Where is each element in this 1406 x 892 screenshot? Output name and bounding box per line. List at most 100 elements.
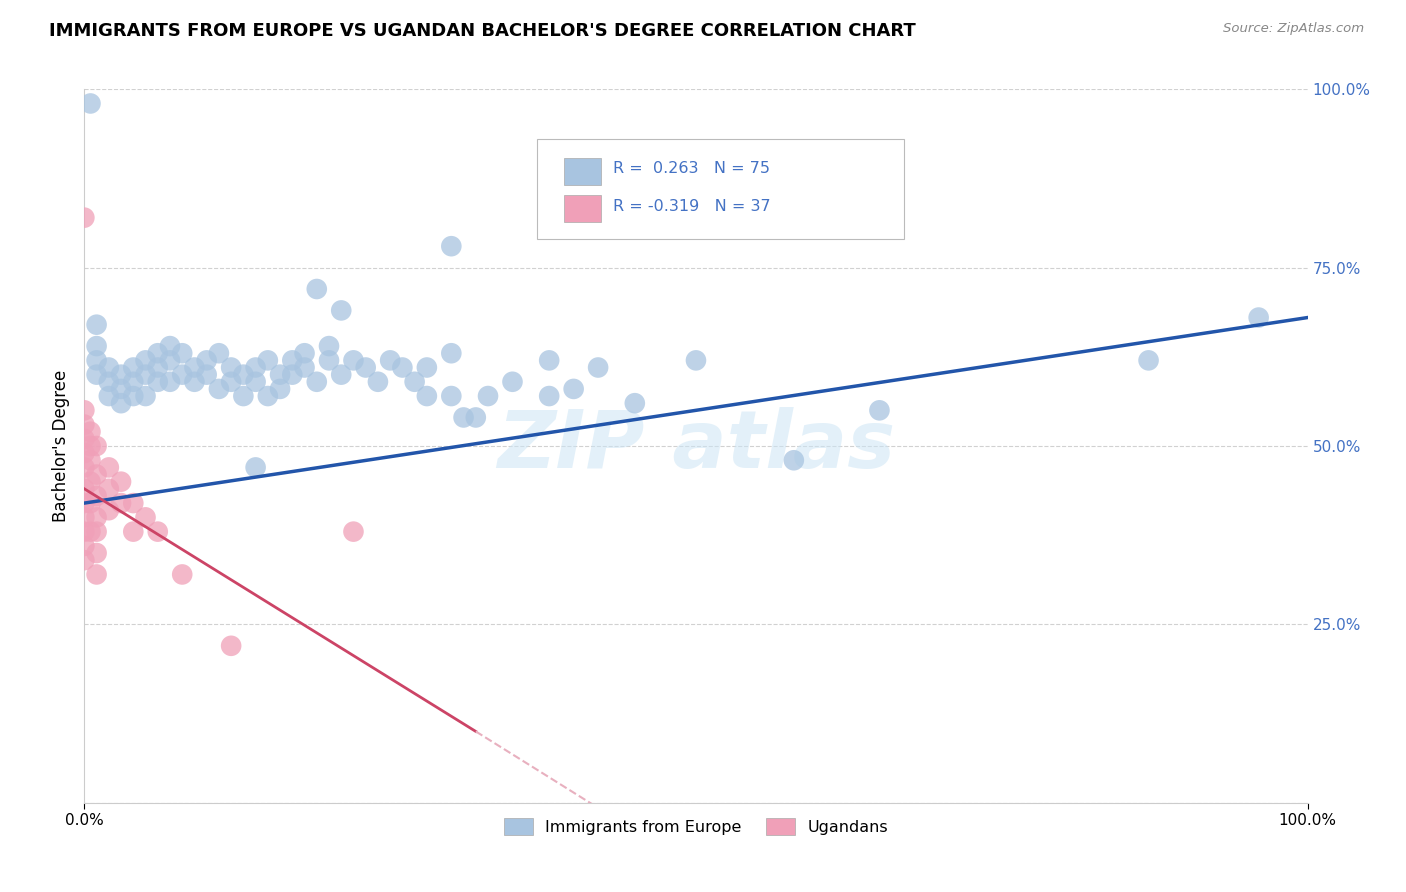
Point [73, 510, 96, 524]
Point [257, 353, 280, 368]
Point [183, 360, 205, 375]
Point [86, 489, 108, 503]
Point [318, 339, 340, 353]
Point [208, 346, 231, 360]
Point [79, 425, 101, 439]
Point [86, 353, 108, 368]
Point [232, 389, 254, 403]
Point [416, 389, 439, 403]
Point [453, 410, 475, 425]
Point [122, 524, 145, 539]
Point [79, 475, 101, 489]
Point [172, 368, 194, 382]
Point [281, 353, 304, 368]
Point [245, 360, 267, 375]
Text: IMMIGRANTS FROM EUROPE VS UGANDAN BACHELOR'S DEGREE CORRELATION CHART: IMMIGRANTS FROM EUROPE VS UGANDAN BACHEL… [49, 22, 915, 40]
Point [1247, 310, 1270, 325]
Y-axis label: Bachelor's Degree: Bachelor's Degree [52, 370, 70, 522]
Point [502, 375, 524, 389]
Point [73, 553, 96, 567]
Point [79, 496, 101, 510]
Point [562, 382, 585, 396]
Point [477, 389, 499, 403]
Point [232, 368, 254, 382]
Point [79, 524, 101, 539]
Point [183, 375, 205, 389]
Point [86, 318, 108, 332]
Point [73, 211, 96, 225]
Point [73, 460, 96, 475]
Point [146, 346, 169, 360]
Point [146, 360, 169, 375]
Point [342, 524, 364, 539]
Point [110, 396, 132, 410]
Point [354, 360, 377, 375]
Point [1137, 353, 1160, 368]
Point [86, 467, 108, 482]
Bar [564, 194, 600, 221]
Point [269, 382, 291, 396]
Point [404, 375, 426, 389]
Point [86, 439, 108, 453]
Point [869, 403, 891, 417]
Point [783, 453, 806, 467]
Point [281, 368, 304, 382]
Point [195, 353, 218, 368]
Point [538, 353, 561, 368]
Point [318, 353, 340, 368]
Point [685, 353, 707, 368]
Point [159, 339, 181, 353]
Point [135, 510, 157, 524]
Text: ZIP atlas: ZIP atlas [496, 407, 896, 485]
Point [464, 410, 486, 425]
Point [367, 375, 389, 389]
Point [146, 375, 169, 389]
Point [110, 382, 132, 396]
Point [440, 389, 463, 403]
Point [97, 360, 120, 375]
Bar [564, 158, 600, 185]
Text: R = -0.319   N = 37: R = -0.319 N = 37 [613, 199, 770, 214]
Point [135, 368, 157, 382]
Point [73, 417, 96, 432]
Point [110, 475, 132, 489]
Point [195, 368, 218, 382]
Point [73, 403, 96, 417]
Point [122, 360, 145, 375]
Point [79, 439, 101, 453]
Point [172, 567, 194, 582]
Point [416, 360, 439, 375]
Point [208, 382, 231, 396]
Point [73, 524, 96, 539]
Point [219, 360, 242, 375]
Point [73, 432, 96, 446]
Point [73, 539, 96, 553]
Point [97, 375, 120, 389]
Point [219, 375, 242, 389]
Point [73, 482, 96, 496]
Point [79, 453, 101, 467]
Text: Source: ZipAtlas.com: Source: ZipAtlas.com [1223, 22, 1364, 36]
Point [257, 389, 280, 403]
Point [122, 389, 145, 403]
Point [538, 389, 561, 403]
Point [305, 282, 328, 296]
Point [391, 360, 413, 375]
Point [135, 353, 157, 368]
Point [245, 375, 267, 389]
Point [342, 353, 364, 368]
Point [146, 524, 169, 539]
Point [219, 639, 242, 653]
Point [135, 389, 157, 403]
Point [269, 368, 291, 382]
Point [245, 460, 267, 475]
Point [159, 375, 181, 389]
Point [73, 446, 96, 460]
Point [330, 303, 353, 318]
Point [440, 346, 463, 360]
Point [79, 96, 101, 111]
Point [86, 510, 108, 524]
Point [86, 524, 108, 539]
Point [122, 496, 145, 510]
Point [97, 482, 120, 496]
